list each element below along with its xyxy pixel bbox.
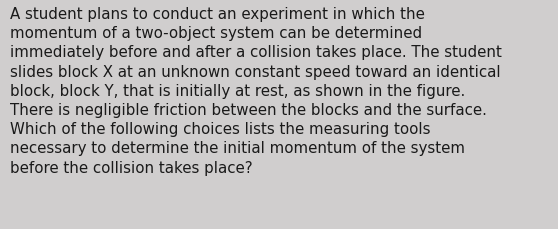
Text: A student plans to conduct an experiment in which the
momentum of a two-object s: A student plans to conduct an experiment… [10, 7, 502, 175]
